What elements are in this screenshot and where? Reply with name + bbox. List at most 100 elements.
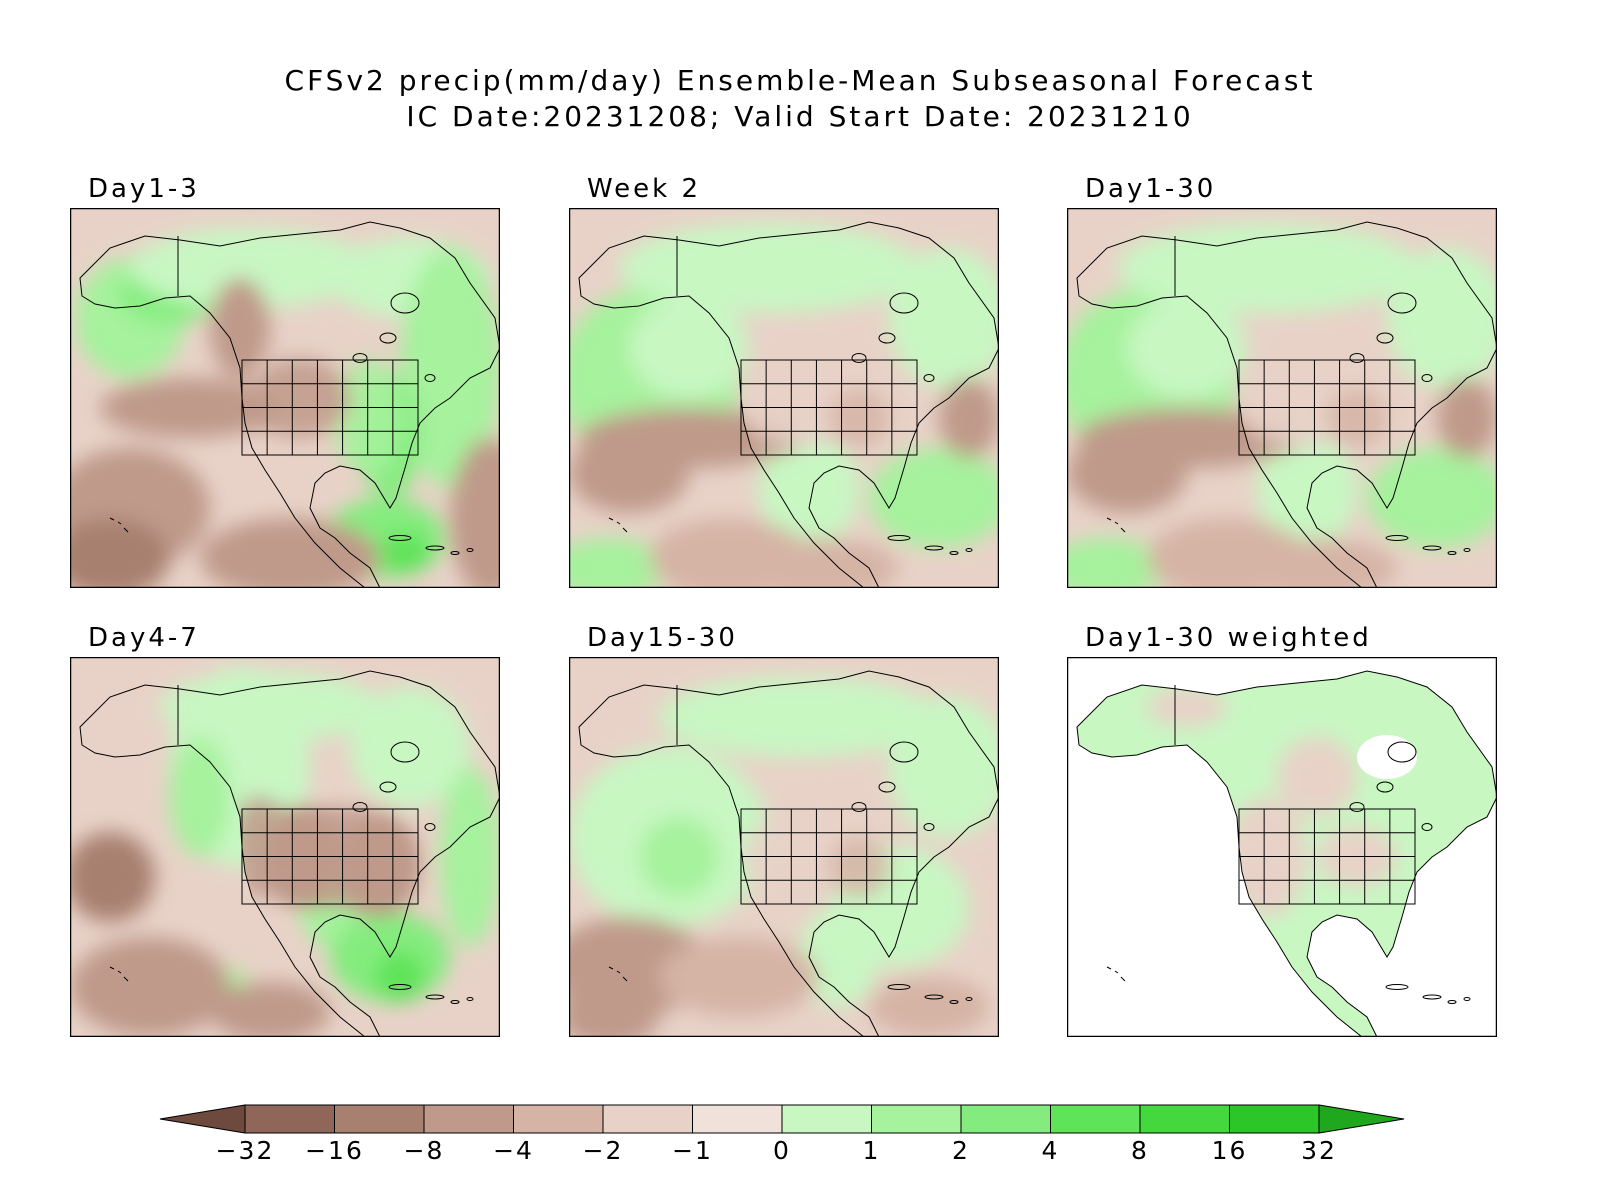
island-outline (949, 1000, 959, 1004)
island-outline (887, 984, 911, 990)
hawaii-outline (109, 966, 129, 982)
lake-outline (379, 781, 397, 793)
colorbar-tick-label: −8 (404, 1136, 445, 1165)
precip-anomaly-region (939, 378, 999, 458)
coastlines (578, 670, 999, 1037)
hudson-bay (1357, 735, 1417, 779)
island-outline (1385, 984, 1409, 990)
colorbar-swatch (513, 1104, 604, 1134)
lake-outline (851, 353, 867, 363)
lake-outline (1349, 353, 1365, 363)
precip-anomaly-region (659, 677, 939, 757)
island-outline (388, 984, 412, 990)
chart-subtitle: IC Date:20231208; Valid Start Date: 2023… (406, 100, 1194, 133)
state-borders (241, 359, 419, 456)
island-outline (425, 545, 445, 551)
lake-outline (878, 781, 896, 793)
island-outline (887, 535, 911, 541)
map-panel-day1-30: Day1-30 (1067, 174, 1499, 590)
lake-outline (424, 823, 436, 831)
precip-anomaly-region (889, 248, 999, 388)
precip-anomaly-region (829, 388, 889, 448)
colorbar-swatch (244, 1104, 335, 1134)
island-outline (1422, 545, 1442, 551)
state-borders (740, 808, 918, 905)
lake-outline (923, 374, 935, 382)
island-outline (924, 994, 944, 1000)
colorbar-tick-label: −1 (672, 1136, 713, 1165)
precip-anomaly-region (659, 937, 819, 1017)
precip-anomaly-region (70, 832, 155, 922)
island-outline (965, 997, 973, 1001)
map-frame (1067, 657, 1497, 1037)
precip-anomaly-region (1147, 687, 1227, 727)
island-outline (924, 545, 944, 551)
colorbar-tick-label: 4 (1042, 1136, 1060, 1165)
precip-anomaly-region (1257, 428, 1357, 548)
precip-anomaly-region (1367, 448, 1497, 548)
precip-anomaly-region (569, 538, 669, 588)
colorbar-swatch (602, 1104, 693, 1134)
precip-map (1067, 208, 1497, 588)
island-outline (965, 548, 973, 552)
colorbar-tick-label: −2 (583, 1136, 624, 1165)
north-america-coastline (578, 670, 999, 1037)
island-outline (1447, 1000, 1457, 1004)
lake-outline (379, 332, 397, 344)
precip-anomaly-region (619, 223, 919, 313)
panel-label: Day15-30 (587, 623, 738, 653)
island-outline (425, 994, 445, 1000)
colorbar-swatch (1050, 1104, 1141, 1134)
precip-anomaly-region (1067, 538, 1167, 588)
chart-title: CFSv2 precip(mm/day) Ensemble-Mean Subse… (284, 64, 1316, 97)
island-outline (1422, 994, 1442, 1000)
colorbar-swatch (960, 1104, 1051, 1134)
island-outline (1447, 551, 1457, 555)
precip-anomaly-region (569, 433, 689, 513)
precip-anomaly-region (1127, 298, 1247, 398)
precip-anomaly-region (1277, 737, 1357, 817)
lake-outline (851, 802, 867, 812)
island-outline (466, 997, 474, 1001)
precip-anomaly-region (440, 767, 500, 947)
lake-outline (424, 374, 436, 382)
precip-map (569, 208, 999, 588)
precip-anomaly-region (210, 278, 270, 378)
precip-anomaly-region (639, 817, 719, 897)
state-borders (1238, 808, 1416, 905)
north-america-coastline (79, 221, 500, 588)
precip-anomaly-region (70, 937, 230, 1037)
precip-anomaly-region (799, 907, 879, 1007)
state-borders (1238, 359, 1416, 456)
colorbar-tick-label: 0 (773, 1136, 791, 1165)
hawaii-outline (608, 966, 628, 982)
panel-label: Week 2 (587, 174, 702, 204)
precip-map (70, 208, 500, 588)
panel-label: Day1-30 (1085, 174, 1217, 204)
precip-anomaly-region (200, 518, 380, 588)
island-outline (949, 551, 959, 555)
precip-anomaly-region (170, 737, 230, 857)
island-outline (1463, 997, 1471, 1001)
lake-outline (390, 741, 420, 763)
map-frame (569, 657, 999, 1037)
island-outline (450, 551, 460, 555)
coastlines (79, 670, 500, 1037)
colorbar-tick-label: 2 (952, 1136, 970, 1165)
map-frame (70, 657, 500, 1037)
precip-anomaly-region (70, 518, 170, 588)
map-panel-day1-30-weighted: Day1-30 weighted (1067, 623, 1499, 1039)
lake-outline (1349, 802, 1365, 812)
hawaii-outline (608, 517, 628, 533)
precip-anomaly-region (250, 358, 350, 438)
map-frame (569, 208, 999, 588)
precip-anomaly-region (335, 358, 405, 478)
colorbar-tick-label: 8 (1131, 1136, 1149, 1165)
precip-anomaly-region (100, 378, 280, 438)
north-america-coastline (1076, 670, 1497, 1037)
precip-anomaly-region (1067, 433, 1187, 513)
state-borders (740, 359, 918, 456)
panel-label: Day4-7 (88, 623, 200, 653)
north-america-coastline (79, 670, 500, 1037)
lake-outline (1387, 292, 1417, 314)
